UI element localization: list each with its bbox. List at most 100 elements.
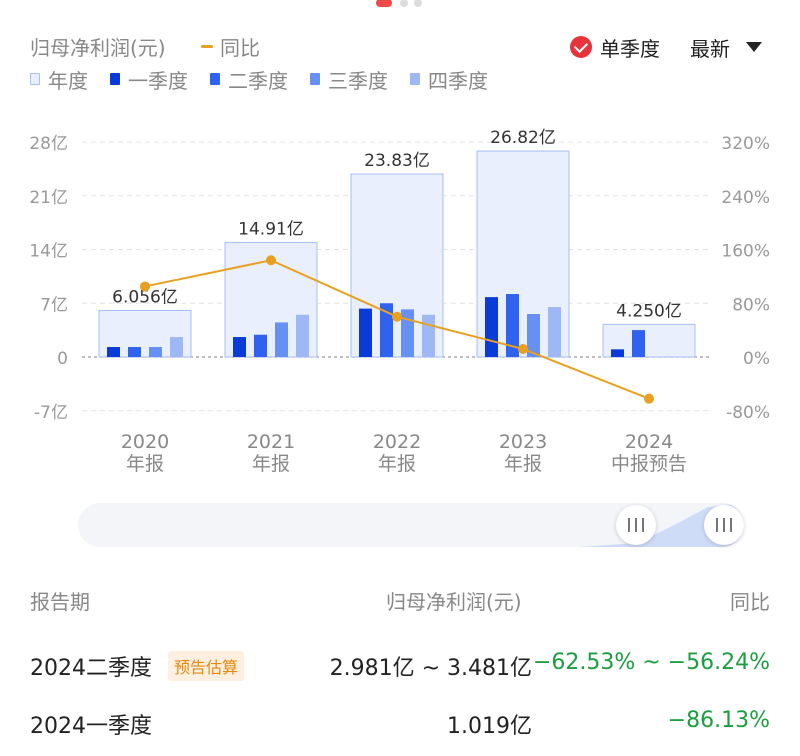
yoy-point: [644, 393, 654, 404]
right-tick-label: 160%: [721, 242, 770, 262]
chart-legend: 年度 一季度 二季度 三季度 四季度: [30, 65, 510, 94]
legend-swatch: [30, 73, 40, 85]
yoy-legend-label: 同比: [220, 36, 260, 60]
legend-item-annual[interactable]: 年度: [30, 65, 88, 94]
slider-preview-area: [78, 503, 744, 547]
category-label: 年报: [126, 453, 164, 475]
yoy-point: [518, 343, 528, 354]
page-dot-active: [376, 0, 392, 7]
legend-swatch: [210, 73, 220, 85]
page-indicator: [376, 0, 424, 8]
quarter-bar: [548, 307, 561, 357]
quarter-bar: [107, 347, 120, 357]
quarter-bar: [401, 309, 414, 357]
legend-item-q1[interactable]: 一季度: [110, 65, 188, 94]
legend-swatch: [410, 73, 420, 85]
page-dot: [414, 0, 422, 7]
quarter-bar: [296, 314, 309, 357]
left-tick-label: 7亿: [40, 295, 68, 315]
annual-label: 4.250亿: [616, 301, 682, 321]
yoy-line-swatch: [201, 45, 213, 48]
category-label: 2020: [121, 431, 169, 453]
table-row[interactable]: 2024一季度 1.019亿 −86.13%: [0, 700, 800, 748]
left-tick-label: 21亿: [29, 188, 68, 208]
legend-item-q4[interactable]: 四季度: [410, 65, 488, 94]
sort-dropdown[interactable]: 最新: [690, 34, 762, 61]
check-icon: [570, 36, 592, 58]
category-label: 年报: [252, 453, 290, 475]
grip-icon: [628, 518, 644, 532]
row-yoy: −86.13%: [667, 708, 770, 733]
right-tick-label: 0%: [743, 349, 770, 369]
left-tick-label: 14亿: [29, 242, 68, 262]
category-label: 年报: [504, 453, 542, 475]
right-tick-label: -80%: [726, 403, 770, 423]
row-period: 2024一季度: [30, 714, 152, 739]
quarter-bar: [233, 337, 246, 357]
quarter-bar: [632, 330, 645, 357]
range-slider[interactable]: [78, 503, 744, 547]
category-label: 2022: [373, 431, 421, 453]
header-value: 归母净利润(元): [386, 590, 522, 614]
category-label: 2024: [625, 431, 673, 453]
row-yoy: −62.53% ~ −56.24%: [532, 650, 770, 675]
yoy-point: [140, 281, 150, 292]
legend-label: 二季度: [228, 68, 288, 93]
yoy-point: [266, 255, 276, 266]
right-tick-label: 240%: [721, 188, 770, 208]
annual-label: 26.82亿: [490, 128, 556, 148]
annual-label: 6.056亿: [112, 287, 178, 307]
header-yoy: 同比: [730, 590, 770, 614]
legend-item-q3[interactable]: 三季度: [310, 65, 388, 94]
legend-swatch: [110, 73, 120, 85]
quarter-bar: [149, 347, 162, 357]
annual-label: 23.83亿: [364, 151, 430, 171]
page-dot: [400, 0, 408, 7]
forecast-tag: 预告估算: [168, 651, 245, 681]
legend-swatch: [310, 73, 320, 85]
metric-title: 归母净利润(元): [30, 36, 166, 60]
quarter-bar: [128, 347, 141, 357]
yoy-point: [392, 311, 402, 322]
left-tick-label: 28亿: [29, 134, 68, 154]
category-label: 2023: [499, 431, 547, 453]
single-quarter-label: 单季度: [600, 36, 660, 61]
single-quarter-toggle[interactable]: 单季度: [570, 34, 660, 61]
legend-label: 年度: [48, 68, 88, 93]
slider-left-handle[interactable]: [616, 505, 656, 545]
category-label: 年报: [378, 453, 416, 475]
row-value: 2.981亿 ~ 3.481亿: [329, 656, 532, 681]
category-label: 2021: [247, 431, 295, 453]
quarter-bar: [485, 297, 498, 357]
quarter-bar: [527, 314, 540, 357]
left-tick-label: -7亿: [34, 403, 68, 423]
slider-right-handle[interactable]: [704, 505, 744, 545]
right-tick-label: 80%: [732, 295, 770, 315]
quarter-bar: [254, 334, 267, 357]
quarter-bar: [359, 308, 372, 357]
quarter-bar: [506, 294, 519, 357]
quarter-bar: [380, 303, 393, 357]
quarter-bar: [422, 314, 435, 357]
quarter-bar: [275, 322, 288, 357]
quarter-bar: [170, 337, 183, 357]
caret-down-icon: [746, 42, 762, 52]
header-period: 报告期: [30, 590, 90, 614]
grip-icon: [716, 518, 732, 532]
table-row[interactable]: 2024二季度 预告估算 2.981亿 ~ 3.481亿 −62.53% ~ −…: [0, 642, 800, 690]
sort-label: 最新: [690, 36, 730, 61]
legend-label: 四季度: [428, 68, 488, 93]
profit-chart: 28亿 320% 21亿 240% 14亿 160% 7亿 80% 0 0% -7亿 -80% 6.05…: [29, 128, 770, 475]
legend-label: 一季度: [128, 68, 188, 93]
legend-item-q2[interactable]: 二季度: [210, 65, 288, 94]
yoy-legend: 同比: [200, 32, 260, 61]
annual-label: 14.91亿: [238, 220, 304, 240]
slider-preview: [78, 503, 744, 547]
table-header: 报告期 归母净利润(元) 同比: [0, 580, 800, 620]
left-tick-label: 0: [57, 349, 68, 369]
row-period: 2024二季度: [30, 656, 152, 681]
legend-label: 三季度: [328, 68, 388, 93]
quarter-bar: [611, 349, 624, 357]
category-label: 中报预告: [611, 453, 687, 475]
right-tick-label: 320%: [721, 134, 770, 154]
